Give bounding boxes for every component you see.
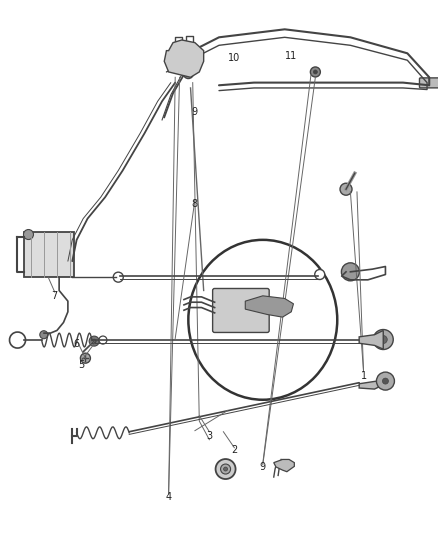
FancyBboxPatch shape xyxy=(420,78,438,88)
Circle shape xyxy=(313,70,318,74)
Text: 8: 8 xyxy=(192,199,198,208)
Text: 11: 11 xyxy=(285,51,297,61)
Text: 5: 5 xyxy=(78,360,84,370)
Circle shape xyxy=(373,329,393,350)
Circle shape xyxy=(315,270,325,279)
Polygon shape xyxy=(359,330,383,349)
Circle shape xyxy=(215,459,236,479)
Text: 3: 3 xyxy=(206,431,212,441)
Polygon shape xyxy=(274,459,294,472)
Circle shape xyxy=(382,378,389,384)
Text: 9: 9 xyxy=(260,462,266,472)
Circle shape xyxy=(24,230,33,239)
Circle shape xyxy=(81,353,90,363)
Circle shape xyxy=(99,336,107,344)
Text: 6: 6 xyxy=(74,339,80,349)
Text: 7: 7 xyxy=(52,291,58,301)
Circle shape xyxy=(92,339,96,343)
Circle shape xyxy=(176,64,184,72)
Circle shape xyxy=(379,335,387,344)
FancyBboxPatch shape xyxy=(24,232,74,277)
Text: 9: 9 xyxy=(192,107,198,117)
Polygon shape xyxy=(245,296,293,317)
FancyBboxPatch shape xyxy=(212,288,269,333)
Circle shape xyxy=(184,69,193,78)
Circle shape xyxy=(376,372,395,390)
Polygon shape xyxy=(359,377,385,389)
Text: 4: 4 xyxy=(166,492,172,502)
Polygon shape xyxy=(164,40,204,77)
Text: 10: 10 xyxy=(228,53,240,62)
Circle shape xyxy=(89,336,99,346)
Text: 1: 1 xyxy=(360,371,367,381)
Circle shape xyxy=(340,183,352,195)
Circle shape xyxy=(113,272,123,282)
Circle shape xyxy=(40,330,48,339)
Circle shape xyxy=(223,467,228,471)
Circle shape xyxy=(311,67,320,77)
Circle shape xyxy=(221,464,230,474)
Text: 2: 2 xyxy=(231,446,237,455)
Circle shape xyxy=(341,263,360,281)
